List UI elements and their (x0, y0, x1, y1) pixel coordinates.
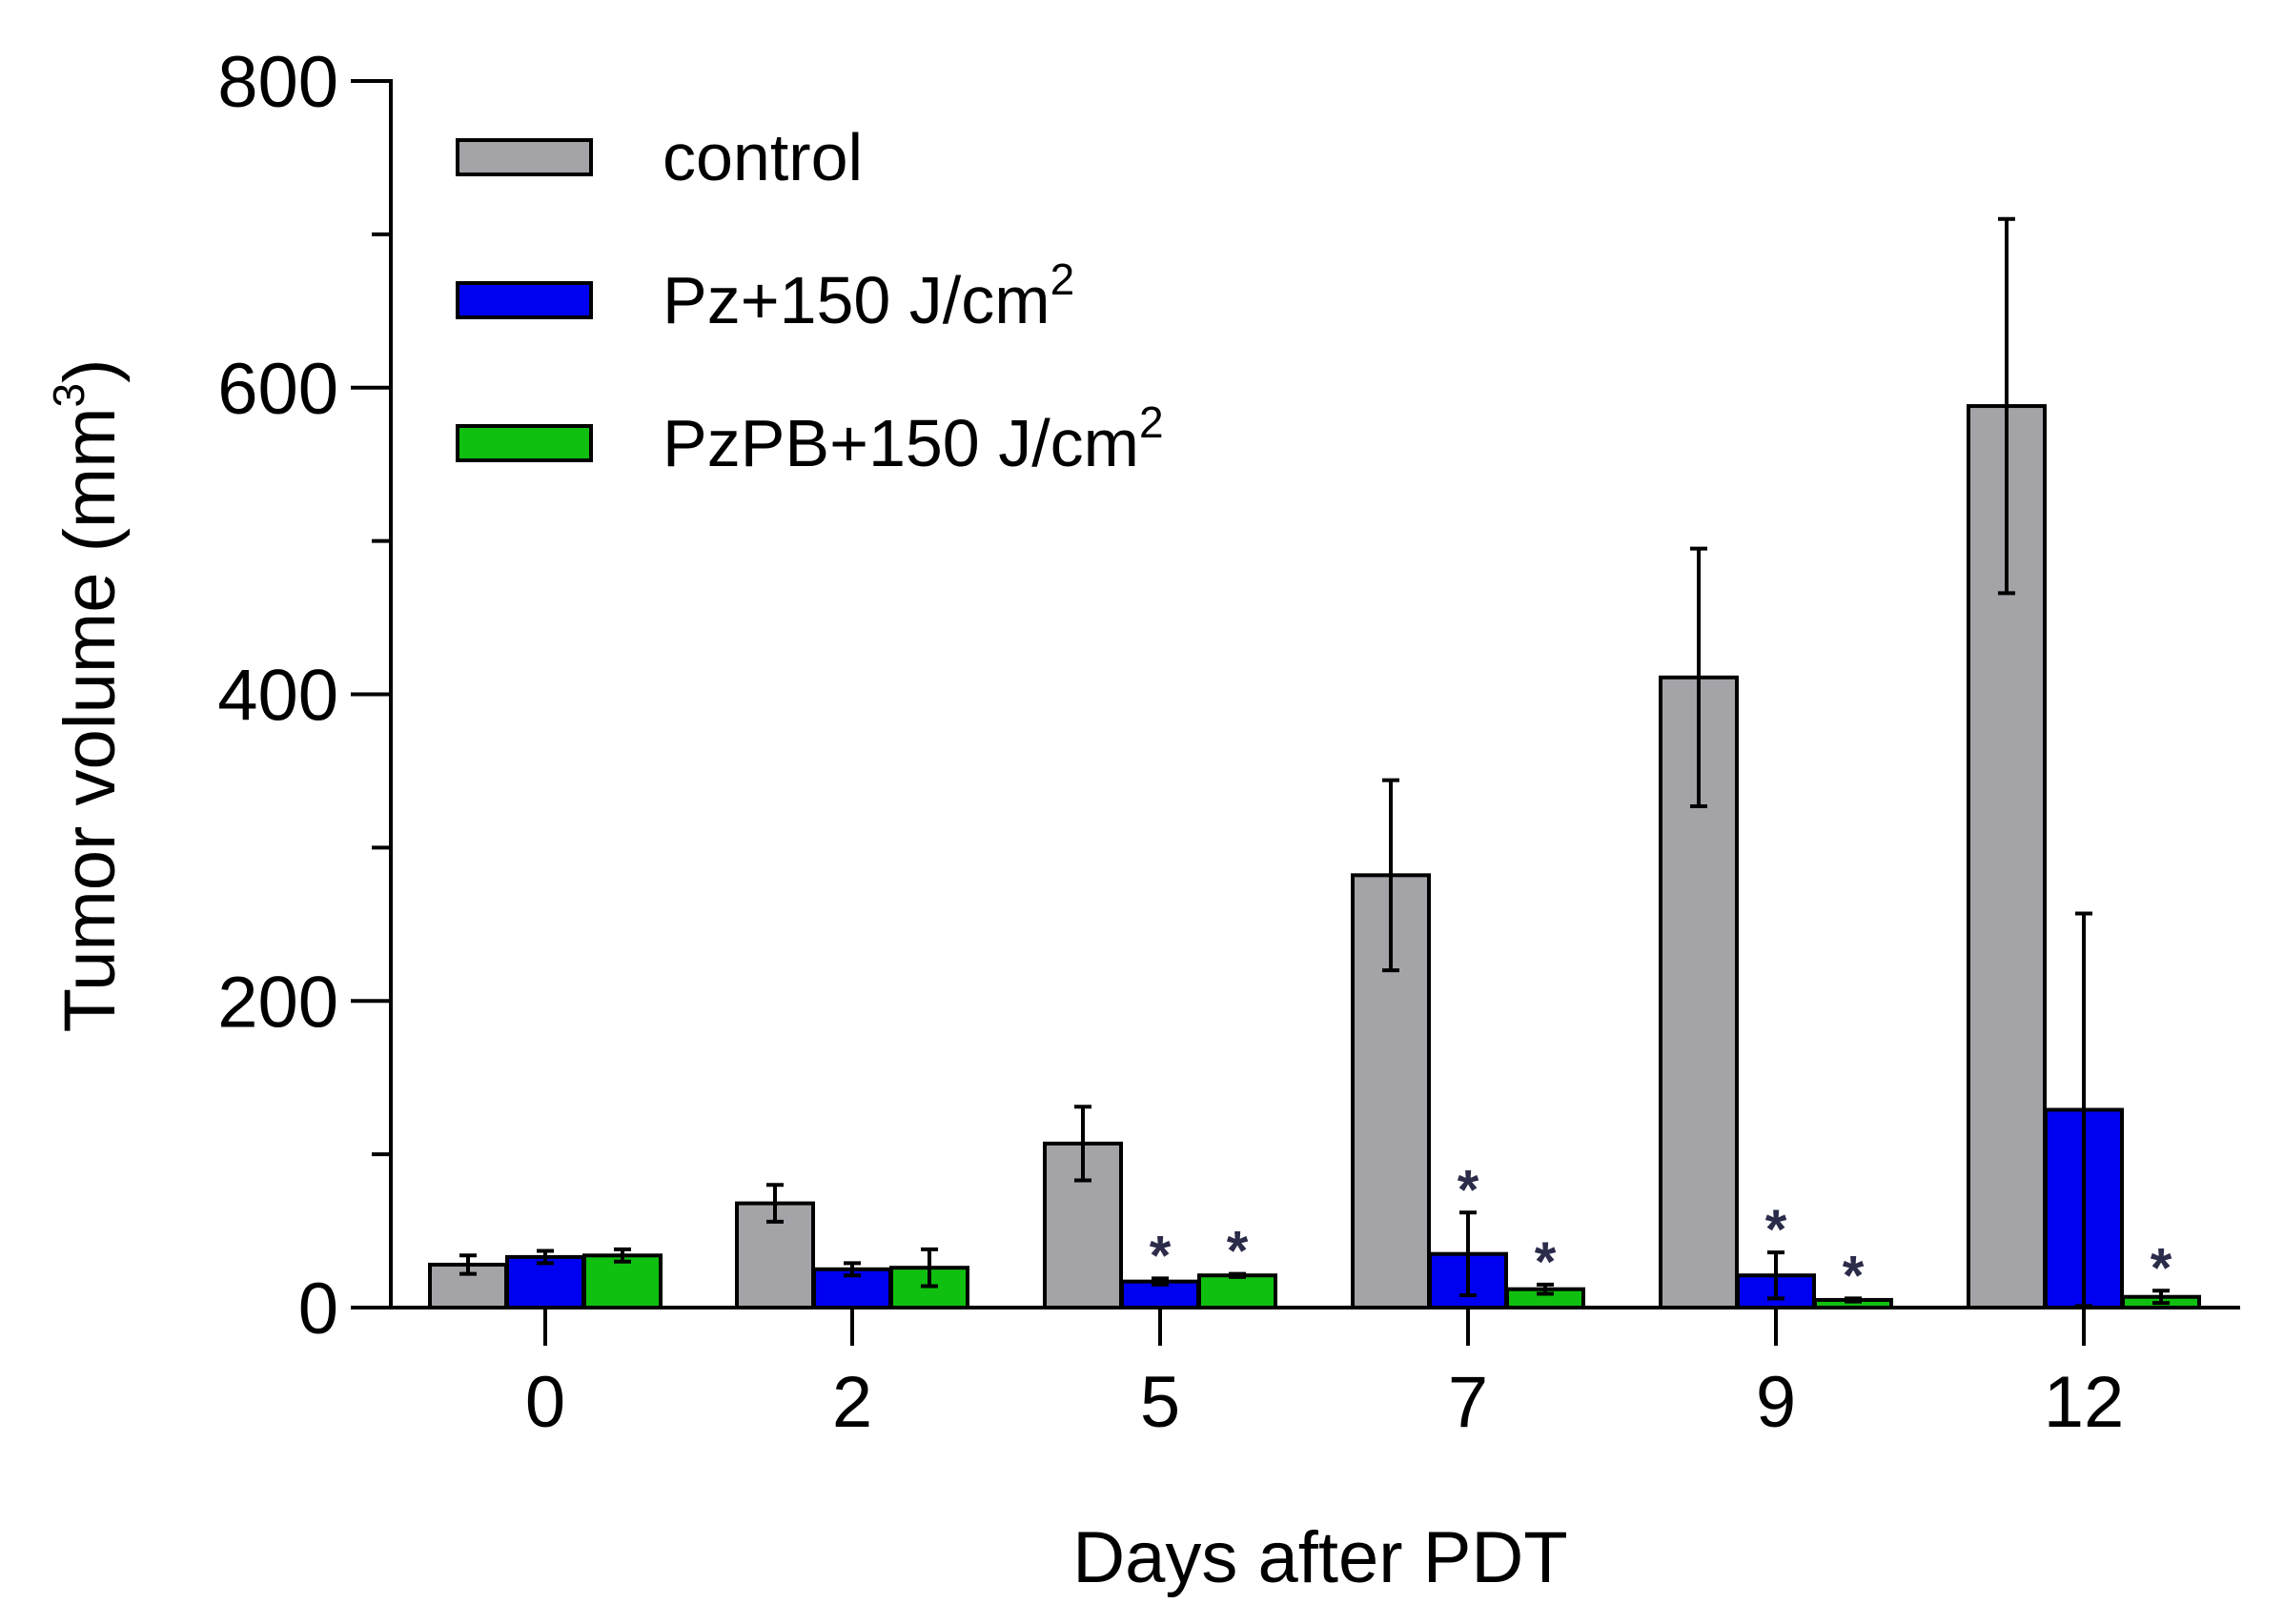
bar-control-day-7 (1351, 873, 1431, 1310)
legend-entry-1: Pz+150 J/cm2 (456, 254, 1074, 337)
legend-entry-2: PzPB+150 J/cm2 (456, 397, 1164, 480)
error-bar-2-0 (614, 1247, 631, 1264)
legend-entry-0: control (456, 120, 863, 194)
y-tick-label: 800 (217, 42, 338, 123)
error-bar-2-1 (921, 1247, 938, 1289)
significance-star: * (1227, 1221, 1249, 1283)
error-bar-1-1 (844, 1261, 861, 1278)
y-tick-label: 600 (217, 349, 338, 430)
significance-markers-layer: * * * * * * * (1150, 1159, 2172, 1307)
legend-swatch (456, 281, 593, 319)
error-bar-2-4 (1845, 1296, 1862, 1304)
x-axis-title: Days after PDT (1072, 1517, 1567, 1598)
legend-label: PzPB+150 J/cm2 (663, 397, 1164, 480)
error-bar-0-0 (459, 1253, 477, 1276)
legend-swatch (456, 424, 593, 462)
legend-label: control (663, 120, 863, 194)
x-tick-label: 9 (1756, 1362, 1796, 1443)
axes-layer: 0 200 400 600 800 0 2 5 7 9 12 (217, 42, 2240, 1443)
legend-swatch (456, 138, 593, 176)
error-bar-1-4 (1767, 1250, 1784, 1301)
x-tick-label: 2 (832, 1362, 872, 1443)
y-axis-title-main: Tumor volume (mm (50, 407, 131, 1032)
significance-star: * (1458, 1159, 1479, 1221)
error-bar-2-2 (1229, 1271, 1246, 1279)
significance-star: * (2151, 1237, 2172, 1299)
y-axis-title-suffix: ) (50, 359, 131, 383)
x-tick-label: 7 (1448, 1362, 1488, 1443)
y-axis-title-superscript: 3 (44, 383, 93, 408)
significance-star: * (1535, 1231, 1557, 1293)
x-tick-label: 0 (525, 1362, 565, 1443)
significance-star: * (1150, 1225, 1172, 1287)
error-bars-layer (459, 216, 2170, 1309)
x-tick-label: 12 (2044, 1362, 2125, 1443)
significance-star: * (1765, 1199, 1787, 1261)
error-bar-0-4 (1690, 546, 1707, 808)
error-bar-1-2 (1152, 1276, 1169, 1287)
y-tick-label: 200 (217, 962, 338, 1043)
error-bar-2-5 (2152, 1289, 2170, 1306)
error-bar-2-3 (1537, 1282, 1554, 1296)
significance-star: * (1843, 1245, 1865, 1307)
error-bar-1-3 (1459, 1210, 1477, 1298)
y-tick-label: 0 (298, 1269, 338, 1350)
bars-layer (428, 404, 2201, 1310)
error-bar-0-1 (766, 1183, 784, 1224)
y-axis-title: Tumor volume (mm3) (44, 359, 131, 1033)
legend-label: Pz+150 J/cm2 (663, 254, 1074, 337)
legend: control Pz+150 J/cm2 PzPB+150 J/cm2 (456, 120, 1164, 480)
x-tick-label: 5 (1140, 1362, 1180, 1443)
error-bar-0-3 (1382, 778, 1399, 973)
error-bar-0-5 (1998, 216, 2015, 596)
y-tick-label: 400 (217, 656, 338, 737)
error-bar-0-2 (1074, 1105, 1091, 1183)
error-bar-1-0 (537, 1248, 554, 1266)
